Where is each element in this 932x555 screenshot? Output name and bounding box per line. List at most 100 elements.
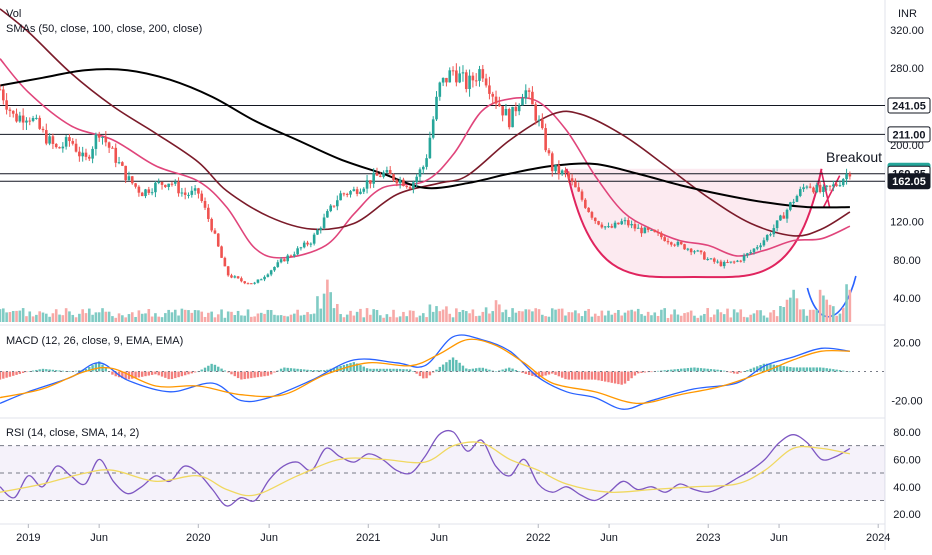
volume-bar [656,315,660,322]
macd-histogram-bar [848,371,852,373]
volume-bar [71,314,75,322]
volume-bar [352,315,356,322]
macd-histogram-bar [597,371,600,381]
volume-bar [101,308,104,322]
macd-histogram-bar [279,368,283,372]
macd-histogram-bar [111,371,114,375]
macd-histogram-bar [58,370,61,372]
macd-histogram-bar [375,368,379,372]
volume-bar [15,310,18,322]
macd-histogram-bar [382,368,385,372]
candle-body [716,261,719,263]
volume-bar [478,315,481,322]
volume-bar [627,310,630,322]
macd-histogram-bar [203,367,207,372]
macd-histogram-bar [560,371,564,378]
macd-histogram-bar [319,370,322,372]
macd-histogram-bar [41,368,45,372]
volume-bar [567,312,571,322]
macd-histogram-bar [584,371,587,380]
volume-bar [630,309,633,322]
candle-body [58,147,61,149]
candle-body [805,186,809,188]
macd-histogram-bar [432,371,435,373]
candle-body [342,193,346,195]
volume-bar [650,315,653,322]
candle-body [484,78,488,86]
macd-histogram-bar [468,369,471,372]
macd-histogram-bar [504,368,508,372]
candle-body [835,184,838,186]
macd-histogram-bar [580,371,584,380]
volume-bar [484,307,488,322]
macd-histogram-bar [137,371,141,378]
candle-body [78,151,81,157]
volume-bar [428,304,432,322]
candle-body [679,241,683,245]
candle-body [464,72,468,90]
candle-body [415,176,418,183]
candle-body [746,253,749,256]
volume-bar [669,314,673,322]
candle-body [31,118,35,121]
series-line-rsi-ma [0,441,851,497]
candle-body [332,205,336,207]
candle-body [147,189,151,193]
macd-histogram-bar [187,371,190,375]
x-axis-tick-label: Jun [90,532,108,544]
series-line-signal [0,338,850,405]
candle-body [124,165,127,181]
candle-body [375,172,379,176]
macd-histogram-bar [775,365,779,372]
candle-body [537,119,541,121]
candle-body [15,113,18,122]
volume-bar [68,311,71,322]
legend-rsi[interactable]: RSI (14, close, SMA, 14, 2) [6,427,139,439]
currency-label[interactable]: INR [898,8,917,20]
volume-bar [722,314,726,322]
series-line-sma-100 [0,8,851,237]
candle-body [789,202,792,210]
macd-histogram-bar [779,365,782,372]
price-candles [0,63,852,285]
macd-histogram-bar [686,368,690,372]
candle-body [91,148,94,159]
volume-bar [216,314,220,322]
candle-body [216,233,220,247]
candle-body [246,283,250,285]
candle-body [345,193,349,195]
legend-volume[interactable]: Vol [6,8,21,20]
candle-body [802,187,805,190]
candle-body [431,119,435,138]
macd-histogram-bar [746,370,749,372]
volume-bar [584,310,587,322]
volume-bar [170,312,174,322]
macd-histogram-bar [190,371,193,374]
volume-bar [464,311,468,322]
legend-macd[interactable]: MACD (12, 26, close, 9, EMA, EMA) [6,335,183,347]
candle-body [498,103,501,107]
volume-bar [180,308,184,322]
legend-smas[interactable]: SMAs (50, close, 100, close, 200, close) [6,23,202,35]
candle-body [378,175,382,177]
macd-histogram-bar [613,371,617,384]
volume-bar [550,308,554,322]
macd-histogram-bar [699,368,703,372]
volume-bar [336,304,339,322]
macd-histogram-bar [385,368,389,372]
macd-histogram-bar [749,368,752,372]
volume-bar [94,312,98,322]
macd-histogram-bar [15,371,18,375]
volume-bar [226,311,230,322]
candle-body [395,180,399,184]
volume-bar [200,311,204,322]
candle-body [435,96,438,120]
macd-histogram-bar [689,367,693,372]
macd-histogram-bar [670,369,673,372]
macd-histogram-bar [365,368,369,372]
macd-histogram-bar [316,370,319,372]
macd-histogram-bar [412,371,415,372]
volume-bar [643,315,647,322]
horizontal-levels [0,105,885,182]
